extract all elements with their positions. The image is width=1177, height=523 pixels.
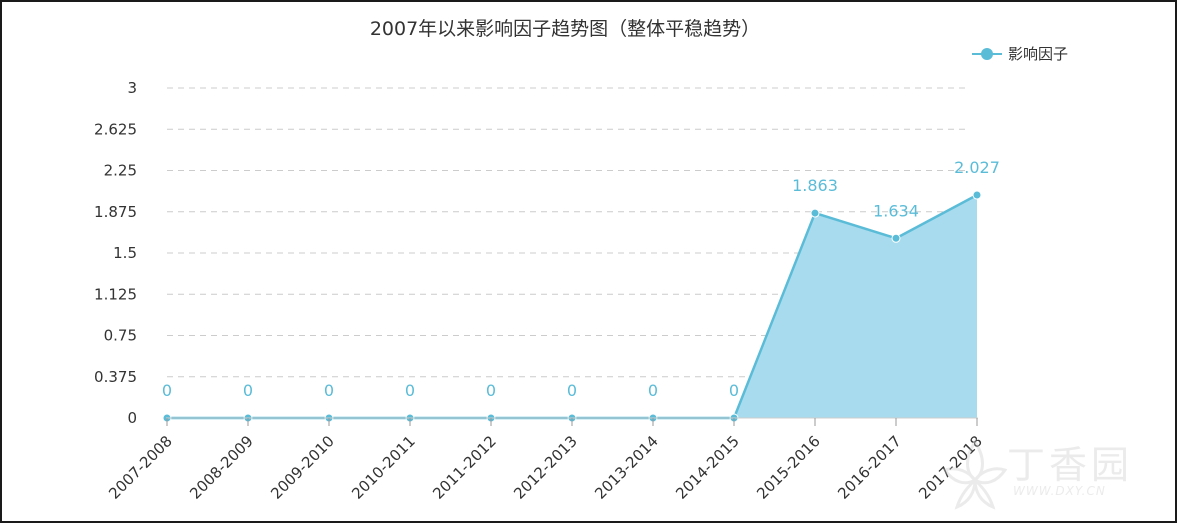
legend-marker-icon bbox=[972, 47, 1002, 61]
data-label: 1.863 bbox=[792, 176, 838, 195]
area-fill bbox=[734, 195, 977, 418]
y-tick-label: 0.75 bbox=[104, 327, 137, 345]
series-area bbox=[734, 195, 977, 418]
y-tick-label: 3 bbox=[127, 79, 137, 97]
x-tick-label: 2011-2012 bbox=[429, 432, 500, 503]
legend-label: 影响因子 bbox=[1008, 45, 1069, 63]
y-tick-label: 1.125 bbox=[94, 285, 137, 303]
data-point bbox=[891, 233, 901, 243]
y-tick-label: 0.375 bbox=[94, 368, 137, 386]
y-tick-label: 2.625 bbox=[94, 120, 137, 138]
x-axis: 2007-2008 2008-2009 2009-2010 2010-2011 2011… bbox=[105, 417, 986, 503]
grid-lines bbox=[167, 87, 970, 378]
dxy-flower-logo-icon bbox=[942, 439, 1008, 510]
data-label: 1.634 bbox=[873, 201, 919, 220]
data-labels: 0 0 0 0 0 0 0 0 1.863 1.634 2.027 bbox=[162, 158, 1000, 400]
data-label: 0 bbox=[567, 381, 577, 400]
x-tick-label: 2009-2010 bbox=[267, 432, 338, 503]
legend-dot bbox=[981, 47, 993, 60]
data-label: 0 bbox=[162, 381, 172, 400]
x-tick-label: 2013-2014 bbox=[591, 432, 662, 503]
data-point bbox=[972, 190, 982, 200]
x-tick-label: 2016-2017 bbox=[834, 432, 905, 503]
data-point bbox=[810, 208, 820, 218]
x-tick-label: 2014-2015 bbox=[672, 432, 743, 503]
y-tick-label: 0 bbox=[127, 409, 137, 427]
data-label: 0 bbox=[324, 381, 334, 400]
data-label: 0 bbox=[405, 381, 415, 400]
x-tick-label: 2007-2008 bbox=[105, 432, 176, 503]
data-label: 0 bbox=[648, 381, 658, 400]
legend[interactable]: 影响因子 bbox=[972, 43, 1068, 64]
data-label: 0 bbox=[729, 381, 739, 400]
x-tick-label: 2012-2013 bbox=[510, 432, 581, 503]
watermark: 丁香园 WWW.DXY.CN bbox=[935, 432, 1165, 517]
x-tick-label: 2015-2016 bbox=[753, 432, 824, 503]
chart-title: 2007年以来影响因子趋势图（整体平稳趋势） bbox=[369, 18, 761, 40]
x-tick-label: 2008-2009 bbox=[186, 432, 257, 503]
watermark-text-en: WWW.DXY.CN bbox=[1013, 484, 1106, 498]
y-tick-label: 1.5 bbox=[113, 244, 137, 262]
watermark-text-cn: 丁香园 bbox=[1007, 443, 1134, 487]
y-axis: 0 0.375 0.75 1.125 1.5 1.875 2.25 2.625 3 bbox=[94, 79, 137, 427]
data-label: 2.027 bbox=[954, 158, 1000, 177]
y-tick-label: 2.25 bbox=[104, 162, 137, 180]
data-label: 0 bbox=[243, 381, 253, 400]
data-label: 0 bbox=[486, 381, 496, 400]
x-tick-label: 2010-2011 bbox=[348, 432, 419, 503]
y-tick-label: 1.875 bbox=[94, 203, 137, 221]
